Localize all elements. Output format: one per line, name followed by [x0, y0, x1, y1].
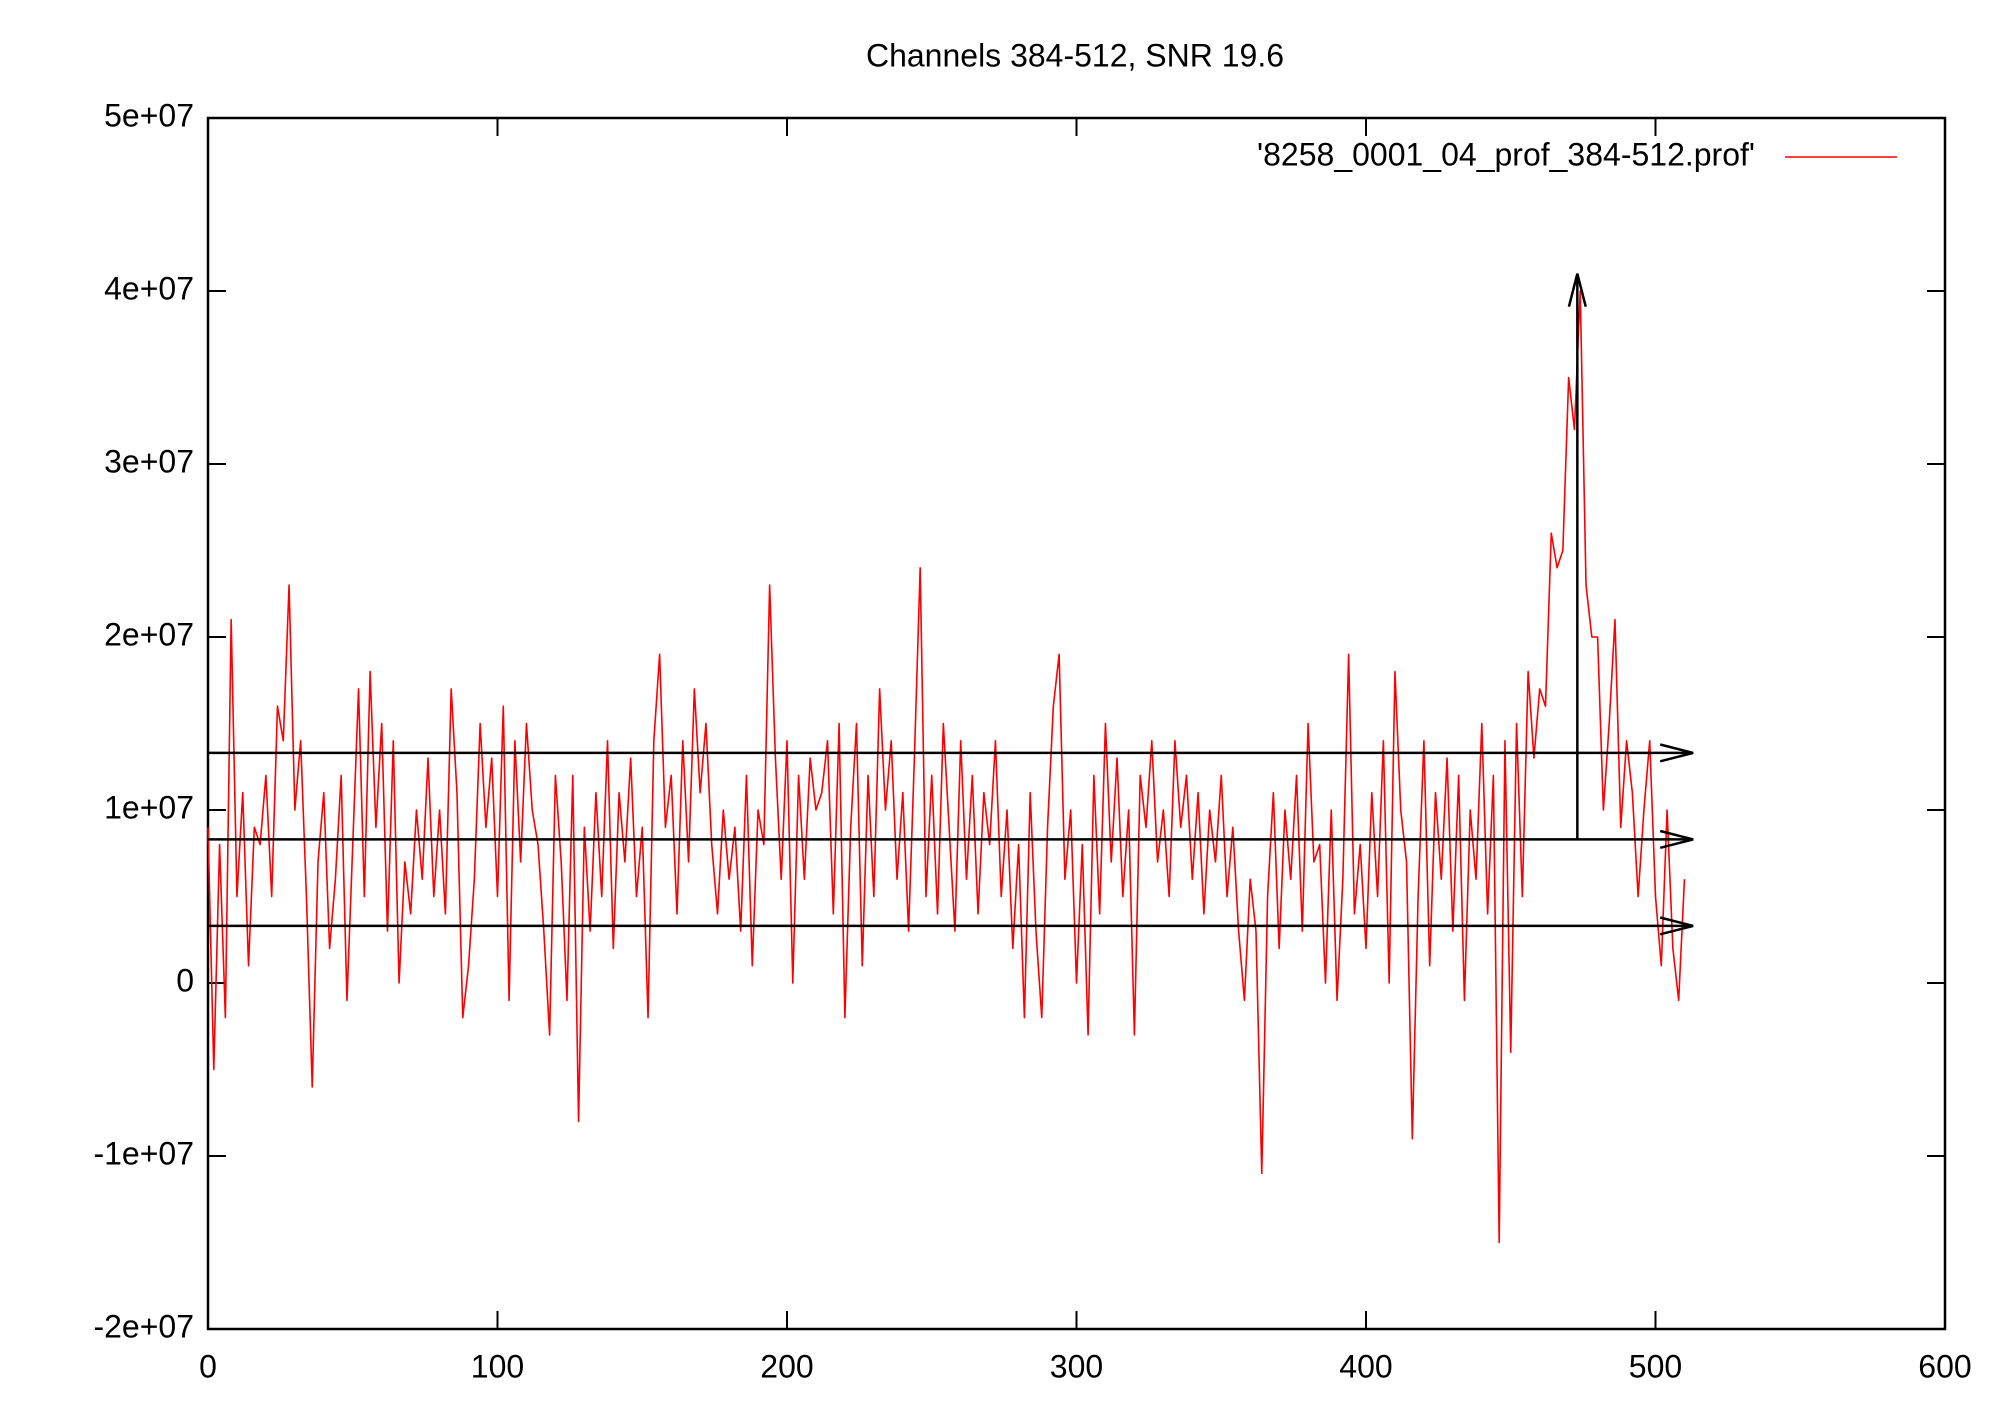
y-tick-label: 3e+07 — [104, 443, 194, 479]
legend-label: '8258_0001_04_prof_384-512.prof' — [1257, 136, 1755, 172]
plot-frame — [206, 116, 1947, 1331]
y-tick-label: 2e+07 — [104, 616, 194, 652]
x-tick-label: 300 — [1050, 1348, 1103, 1384]
x-tick-label: 100 — [471, 1348, 524, 1384]
data-line — [207, 290, 1686, 1244]
arrow-head — [1659, 743, 1694, 763]
y-tick-label: -2e+07 — [93, 1308, 194, 1344]
x-tick-label: 500 — [1629, 1348, 1682, 1384]
arrow-head — [1659, 829, 1694, 850]
arrow-head — [1567, 273, 1587, 307]
chart-title: Channels 384-512, SNR 19.6 — [866, 37, 1284, 73]
x-tick-label: 400 — [1339, 1348, 1392, 1384]
y-tick-label: 1e+07 — [104, 789, 194, 825]
x-tick-label: 600 — [1918, 1348, 1971, 1384]
y-tick-label: -1e+07 — [93, 1135, 194, 1171]
y-tick-label: 5e+07 — [104, 97, 194, 133]
x-tick-label: 0 — [199, 1348, 217, 1384]
y-tick-label: 0 — [176, 962, 194, 998]
arrow-head — [1659, 916, 1694, 936]
y-tick-label: 4e+07 — [104, 270, 194, 306]
x-tick-label: 200 — [760, 1348, 813, 1384]
